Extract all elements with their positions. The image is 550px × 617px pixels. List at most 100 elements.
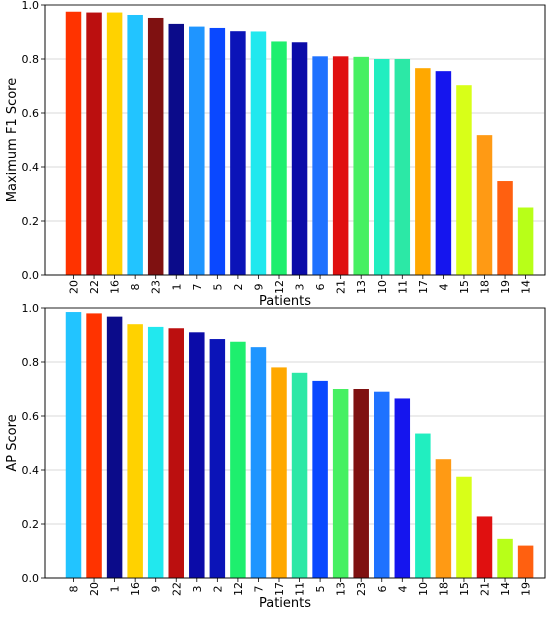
bar-ap [168,328,184,578]
bar-f1 [127,14,143,276]
category-label-ap: 5 [314,586,327,593]
category-label-f1: 7 [191,284,204,291]
bar-f1 [250,31,267,276]
y-tick-label-f1: 1.0 [22,0,40,12]
bar-f1 [353,56,369,276]
bar-f1 [86,12,102,276]
category-label-f1: 14 [520,280,533,294]
category-label-ap: 8 [68,586,81,593]
y-tick-label-ap: 0.0 [22,572,40,585]
category-label-ap: 14 [499,582,512,596]
bar-ap [127,324,143,578]
y-tick-label-ap: 0.6 [22,410,40,423]
category-label-f1: 6 [314,284,327,291]
category-label-f1: 19 [499,280,512,294]
category-label-f1: 10 [376,280,389,294]
bar-f1 [517,207,534,275]
bar-f1 [415,68,431,276]
category-label-f1: 1 [170,284,183,291]
category-label-f1: 18 [479,280,492,294]
category-label-f1: 15 [458,280,471,294]
category-label-f1: 9 [252,284,265,291]
category-label-f1: 21 [335,280,348,294]
bar-ap [250,347,267,578]
category-label-f1: 23 [150,280,163,294]
bar-f1 [476,135,493,275]
bar-ap [353,389,369,578]
category-label-ap: 2 [211,586,224,593]
category-label-ap: 11 [294,582,307,596]
bar-f1 [106,12,123,276]
bar-ap [65,312,82,578]
category-label-f1: 13 [355,280,368,294]
category-label-f1: 22 [88,280,101,294]
category-label-f1: 11 [396,280,409,294]
bar-f1 [230,31,246,275]
category-label-ap: 21 [479,582,492,596]
category-label-ap: 20 [88,582,101,596]
bar-ap [476,516,493,578]
bar-f1 [65,11,82,275]
y-axis-title-f1: Maximum F1 Score [5,78,20,202]
bar-f1 [435,71,452,276]
bar-f1 [332,56,349,275]
y-tick-label-f1: 0.6 [22,107,40,120]
y-tick-label-ap: 0.4 [22,464,40,477]
bar-ap [332,389,349,578]
bar-ap [497,538,513,578]
y-tick-label-f1: 0.2 [22,215,40,228]
category-label-f1: 20 [68,280,81,294]
bar-ap [271,367,287,578]
bar-ap [312,380,328,578]
y-tick-label-ap: 0.8 [22,356,40,369]
bar-f1 [312,56,328,275]
bar-f1 [374,59,390,275]
x-axis-title-f1: Patients [259,294,311,309]
y-tick-label-ap: 1.0 [22,302,40,315]
bar-f1 [168,23,184,276]
category-label-f1: 4 [437,284,450,291]
bar-ap [374,391,390,578]
bar-ap [86,313,102,578]
category-label-ap: 12 [232,582,245,596]
y-tick-label-f1: 0.8 [22,53,40,66]
category-label-ap: 6 [376,586,389,593]
bar-f1 [209,27,226,276]
category-label-ap: 16 [129,582,142,596]
plot-border-f1 [44,4,546,276]
bar-f1 [271,41,287,276]
y-tick-label-f1: 0.4 [22,161,40,174]
bar-f1 [394,59,411,275]
bar-f1 [291,42,308,276]
category-label-ap: 10 [417,582,430,596]
category-label-f1: 16 [109,280,122,294]
bar-ap [106,316,123,578]
category-label-f1: 12 [273,280,286,294]
category-label-ap: 3 [191,586,204,593]
x-axis-title-ap: Patients [259,596,311,611]
bar-ap [189,332,205,578]
category-label-ap: 1 [109,586,122,593]
category-label-f1: 17 [417,280,430,294]
category-label-ap: 13 [335,582,348,596]
bar-ap [517,545,534,578]
bar-ap [456,476,472,578]
category-label-ap: 19 [520,582,533,596]
bar-ap [230,341,246,578]
bar-ap [291,372,308,578]
category-label-f1: 5 [211,284,224,291]
bar-f1 [147,17,164,276]
bar-ap [435,459,452,578]
category-label-ap: 15 [458,582,471,596]
category-label-f1: 3 [294,284,307,291]
bar-ap [147,326,164,578]
bar-f1 [497,181,513,275]
y-tick-label-ap: 0.2 [22,518,40,531]
bar-f1 [189,26,205,275]
bar-ap [394,398,411,578]
category-label-ap: 22 [170,582,183,596]
category-label-ap: 4 [396,586,409,593]
bar-ap [415,433,431,578]
